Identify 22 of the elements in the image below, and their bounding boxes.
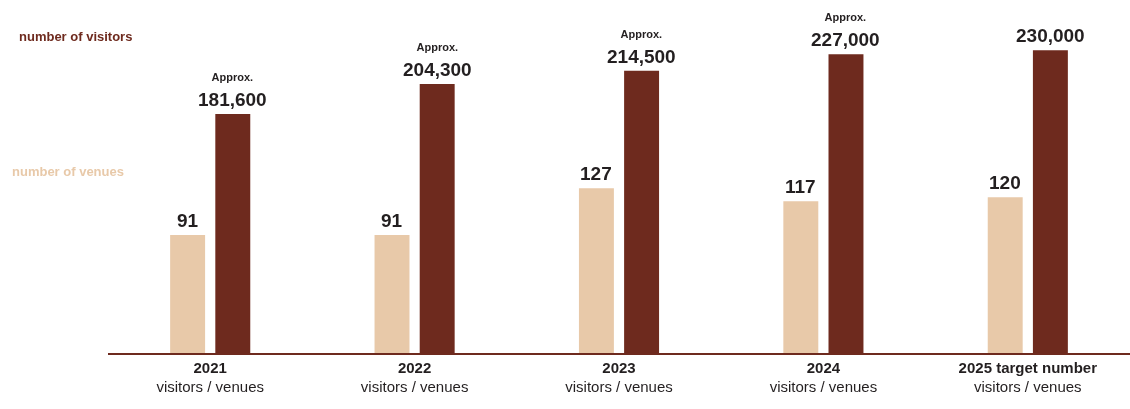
- data-label: 230,000: [1016, 25, 1085, 46]
- text: number of visitors: [19, 29, 133, 44]
- data-label: Approx. 214,500: [607, 28, 676, 67]
- data-label: Approx. 204,300: [403, 41, 472, 80]
- data-label: 120: [989, 172, 1021, 193]
- bar: [578, 188, 614, 353]
- text: number of venues: [12, 164, 124, 179]
- bar: [783, 201, 819, 353]
- data-label: 91: [381, 210, 403, 231]
- data-label: 91: [177, 210, 199, 231]
- x-tick-label: 2021 visitors / venues: [156, 358, 264, 396]
- x-tick-label: 2024 visitors / venues: [769, 358, 878, 396]
- bar: [374, 234, 410, 353]
- bar: [170, 234, 206, 353]
- bar: [987, 197, 1023, 353]
- x-tick-label: 2025 target number visitors / venues: [958, 358, 1098, 396]
- x-tick-label: 2023 visitors / venues: [565, 358, 673, 396]
- data-label: 117: [785, 176, 816, 197]
- data-label: Approx. 181,600: [198, 71, 267, 110]
- data-label: Approx. 227,000: [811, 11, 880, 50]
- data-label: 127: [580, 163, 612, 184]
- x-tick-label: 2022 visitors / venues: [360, 358, 469, 396]
